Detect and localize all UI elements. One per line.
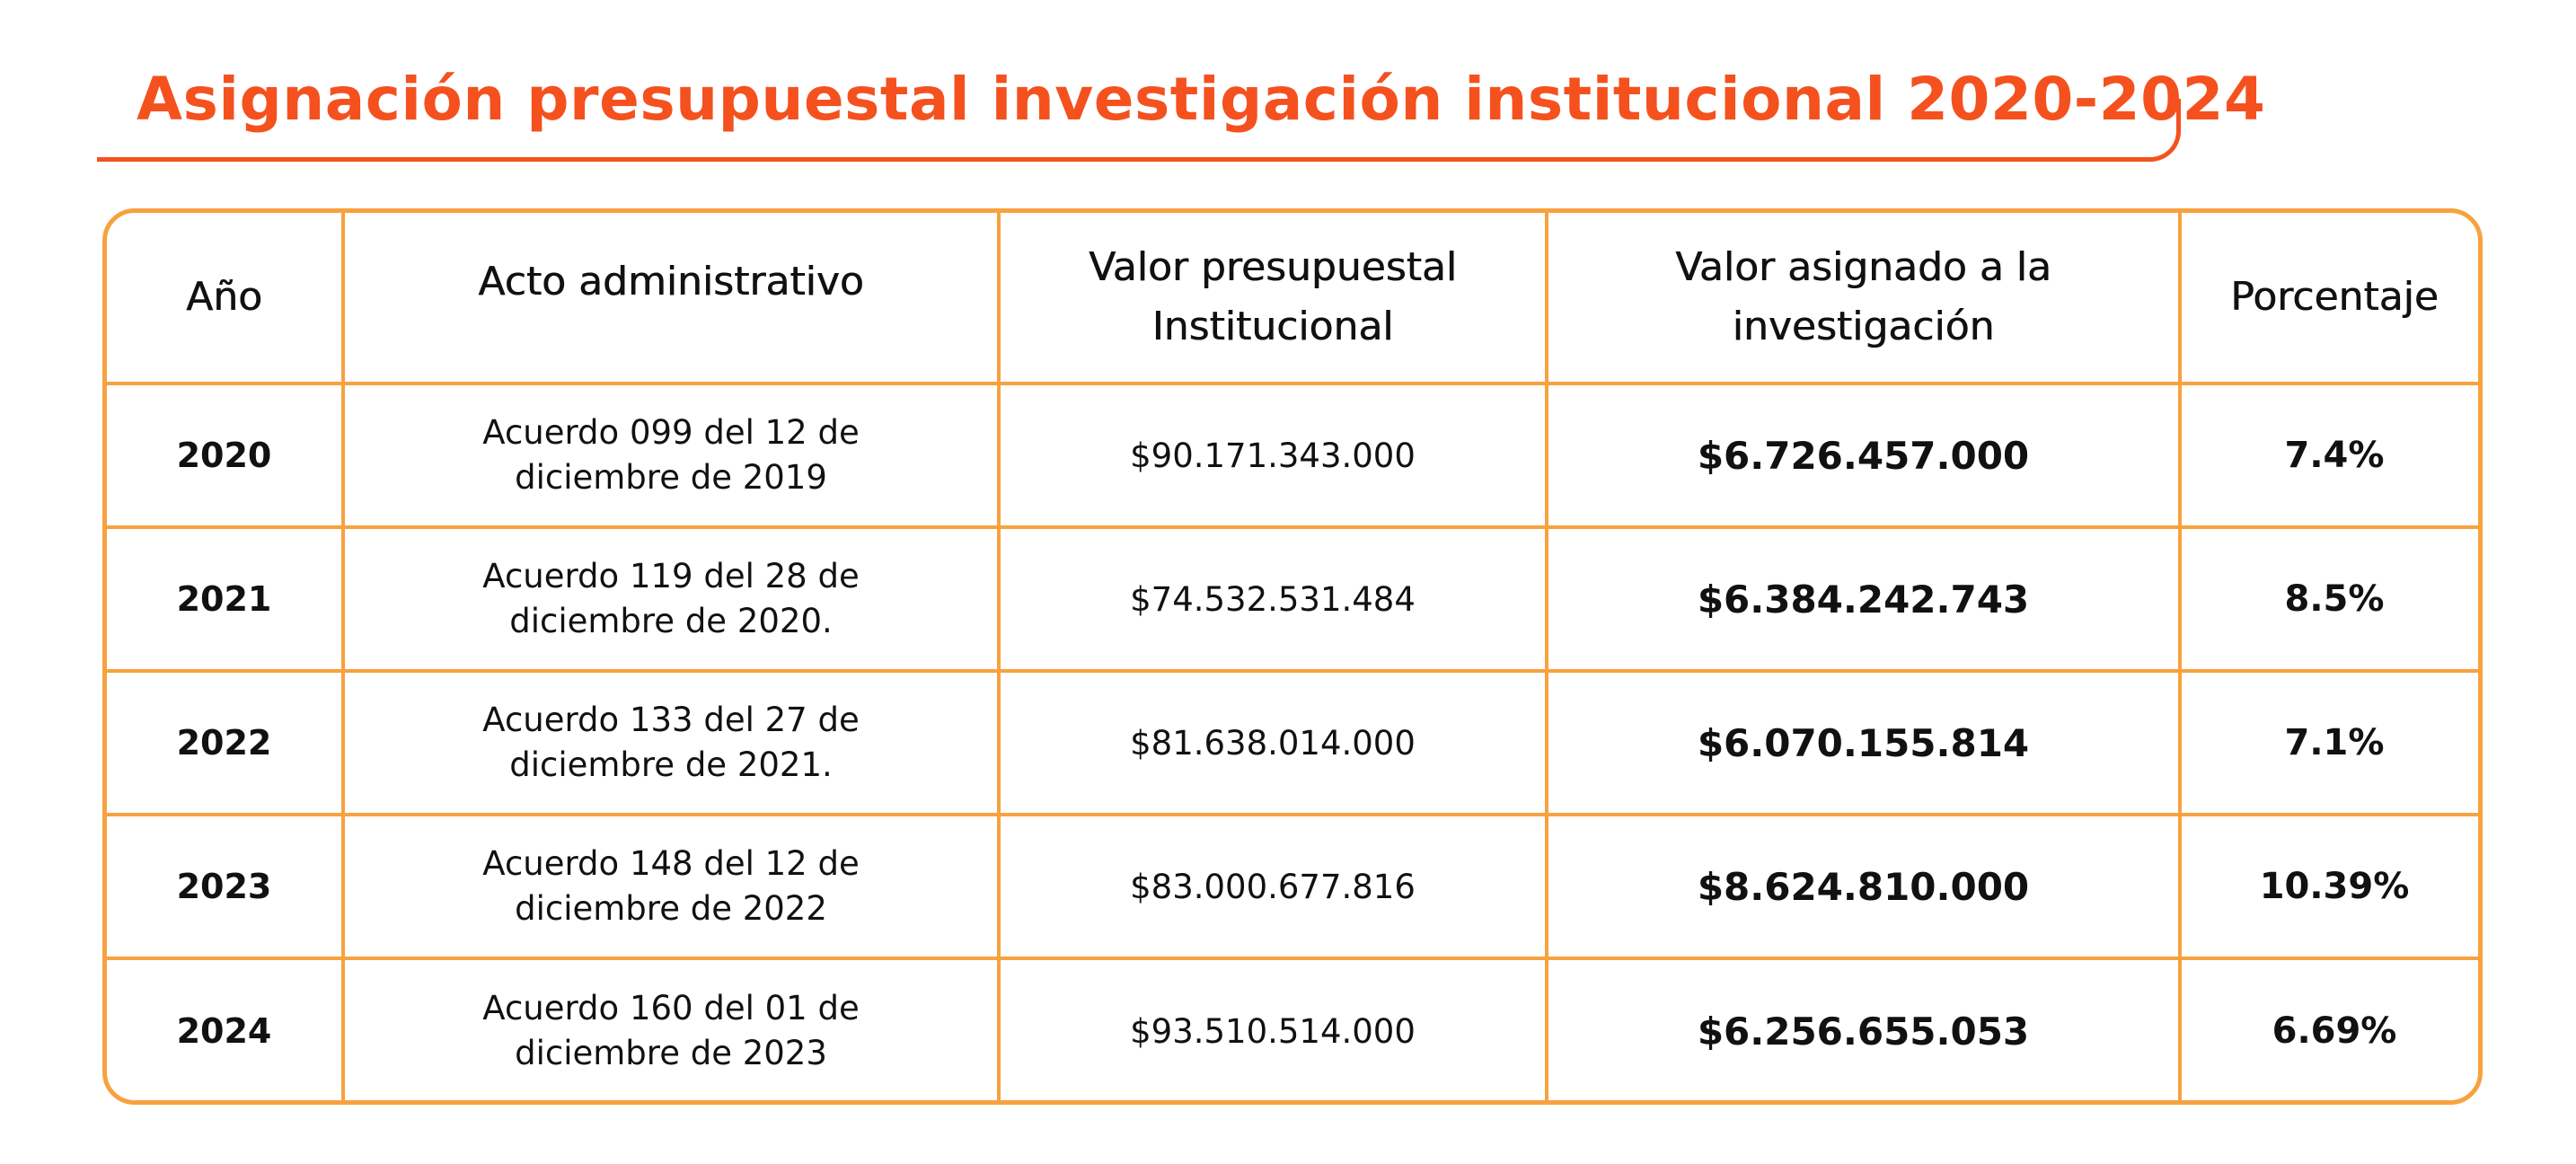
table-row: 2021 Acuerdo 119 del 28 de diciembre de 2… xyxy=(107,525,2478,673)
cell-asignado: $6.256.655.053 xyxy=(1545,957,2182,1100)
cell-porcentaje: 6.69% xyxy=(2178,957,2478,1100)
cell-asignado: $6.726.457.000 xyxy=(1545,382,2182,529)
cell-year: 2023 xyxy=(107,813,345,960)
acto-line: diciembre de 2023 xyxy=(515,1034,827,1072)
cell-porcentaje: 10.39% xyxy=(2178,813,2478,960)
cell-acto: Acuerdo 099 del 12 de diciembre de 2019 xyxy=(341,382,1001,529)
acto-line: diciembre de 2020. xyxy=(509,602,833,640)
header-year: Año xyxy=(107,213,345,385)
budget-table-frame: Año Acto administrativo Valor presupuest… xyxy=(102,208,2483,1105)
cell-year: 2022 xyxy=(107,669,345,816)
table-row: 2024 Acuerdo 160 del 01 de diciembre de 2… xyxy=(107,957,2478,1100)
table-row: 2023 Acuerdo 148 del 12 de diciembre de 2… xyxy=(107,813,2478,960)
cell-asignado: $6.384.242.743 xyxy=(1545,525,2182,673)
cell-valor: $83.000.677.816 xyxy=(997,813,1548,960)
title-block: Asignación presupuestal investigación in… xyxy=(97,50,2265,162)
cell-acto: Acuerdo 148 del 12 de diciembre de 2022 xyxy=(341,813,1001,960)
cell-valor: $93.510.514.000 xyxy=(997,957,1548,1100)
acto-line: Acuerdo 099 del 12 de xyxy=(482,413,860,452)
cell-valor: $90.171.343.000 xyxy=(997,382,1548,529)
acto-line: diciembre de 2022 xyxy=(515,889,827,928)
acto-line: Acuerdo 119 del 28 de xyxy=(482,557,860,595)
cell-year: 2020 xyxy=(107,382,345,529)
cell-acto: Acuerdo 160 del 01 de diciembre de 2023 xyxy=(341,957,1001,1100)
cell-year: 2021 xyxy=(107,525,345,673)
header-valor: Valor presupuestal Institucional xyxy=(997,213,1548,385)
header-porcentaje: Porcentaje xyxy=(2178,213,2478,385)
acto-line: diciembre de 2019 xyxy=(515,458,827,497)
page-title: Asignación presupuestal investigación in… xyxy=(137,65,2266,134)
acto-line: diciembre de 2021. xyxy=(509,745,833,784)
cell-asignado: $6.070.155.814 xyxy=(1545,669,2182,816)
cell-porcentaje: 8.5% xyxy=(2178,525,2478,673)
cell-porcentaje: 7.1% xyxy=(2178,669,2478,816)
cell-acto: Acuerdo 133 del 27 de diciembre de 2021. xyxy=(341,669,1001,816)
acto-line: Acuerdo 160 del 01 de xyxy=(482,989,860,1027)
header-asignado: Valor asignado a la investigación xyxy=(1545,213,2182,385)
table-row: 2020 Acuerdo 099 del 12 de diciembre de 2… xyxy=(107,382,2478,529)
cell-acto: Acuerdo 119 del 28 de diciembre de 2020. xyxy=(341,525,1001,673)
table-header-row: Año Acto administrativo Valor presupuest… xyxy=(107,213,2478,385)
cell-asignado: $8.624.810.000 xyxy=(1545,813,2182,960)
acto-line: Acuerdo 133 del 27 de xyxy=(482,701,860,739)
table-row: 2022 Acuerdo 133 del 27 de diciembre de 2… xyxy=(107,669,2478,816)
title-underline xyxy=(97,99,2181,162)
acto-line: Acuerdo 148 del 12 de xyxy=(482,844,860,883)
cell-valor: $81.638.014.000 xyxy=(997,669,1548,816)
cell-year: 2024 xyxy=(107,957,345,1100)
cell-valor: $74.532.531.484 xyxy=(997,525,1548,673)
cell-porcentaje: 7.4% xyxy=(2178,382,2478,529)
budget-table: Año Acto administrativo Valor presupuest… xyxy=(107,213,2478,1100)
header-acto: Acto administrativo xyxy=(341,213,1001,385)
